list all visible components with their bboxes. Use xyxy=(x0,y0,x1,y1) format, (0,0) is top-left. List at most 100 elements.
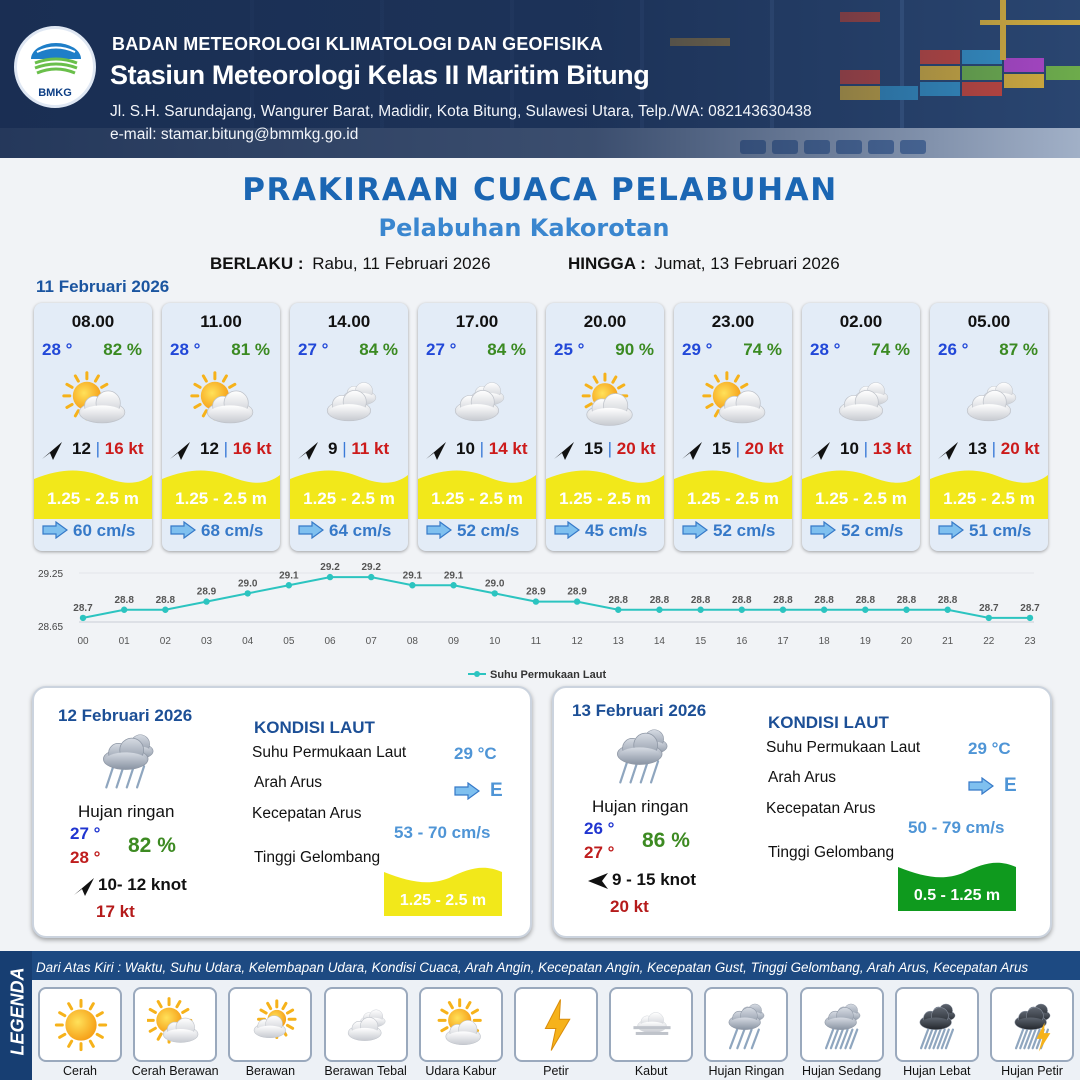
wind-gust: 20 kt xyxy=(610,897,649,916)
wind-separator: | xyxy=(337,439,352,458)
legend-item xyxy=(228,987,313,1062)
light-rain-icon xyxy=(616,729,668,784)
valid-to-label: HINGGA : xyxy=(568,254,646,273)
wave-height: 1.25 - 2.5 m xyxy=(431,489,523,508)
air-temperature: 26 ° xyxy=(938,340,969,359)
daily-forecast-panel: 12 Februari 2026 Hujan ringan 27 ° 28 ° … xyxy=(32,686,532,938)
cerah-berawan-icon xyxy=(147,997,199,1044)
cerah-berawan-weather-icon xyxy=(62,371,126,424)
current-info: 52 cm/s xyxy=(810,519,920,543)
wind-speed: 10 xyxy=(456,439,475,458)
current-direction-icon xyxy=(554,521,580,539)
x-tick-label: 21 xyxy=(942,636,954,647)
forecast-time: 23.00 xyxy=(711,312,755,331)
berawan-tebal-weather-icon xyxy=(454,382,505,422)
x-tick-label: 13 xyxy=(613,636,625,647)
weather-condition: Hujan ringan xyxy=(78,802,175,821)
wave-height-indicator xyxy=(290,470,408,519)
header-overlay xyxy=(0,0,1080,158)
header-banner: BMKG BADAN METEOROLOGI KLIMATOLOGI DAN G… xyxy=(0,0,1080,158)
air-temperature: 29 ° xyxy=(682,340,713,359)
x-tick-label: 06 xyxy=(324,636,336,647)
sst-value: 29 °C xyxy=(968,739,1011,758)
current-direction-icon xyxy=(682,521,708,539)
x-tick-label: 16 xyxy=(736,636,748,647)
berawan-tebal-weather-icon xyxy=(326,382,377,422)
data-label: 28.9 xyxy=(197,587,217,598)
data-point xyxy=(203,598,210,605)
x-tick-label: 12 xyxy=(572,636,584,647)
current-speed: 60 cm/s xyxy=(73,521,136,540)
x-tick-label: 10 xyxy=(489,636,501,647)
current-direction-icon xyxy=(938,521,964,539)
valid-from-value: Rabu, 11 Februari 2026 xyxy=(312,254,491,273)
air-temperature: 28 ° xyxy=(42,340,73,359)
forecast-time: 11.00 xyxy=(200,312,242,331)
humidity: 81 % xyxy=(231,340,270,359)
legend-label: Kabut xyxy=(634,1064,668,1078)
udara-kabur-icon xyxy=(437,998,482,1046)
logo-text: BMKG xyxy=(38,87,72,99)
wind-gust: 20 kt xyxy=(616,439,656,458)
data-point xyxy=(573,598,581,605)
data-point xyxy=(244,590,251,597)
data-point xyxy=(326,573,334,581)
current-info: 51 cm/s xyxy=(938,519,1048,543)
wind-info: 10 | 14 kt xyxy=(424,439,536,461)
legend-item xyxy=(990,987,1074,1062)
light-rain-icon xyxy=(102,734,154,789)
legend-side-tab: LEGENDA xyxy=(0,951,32,1080)
data-label: 29.0 xyxy=(485,578,505,589)
air-temperature: 27 ° xyxy=(426,340,457,359)
data-point xyxy=(615,606,622,613)
legend-label: Cerah xyxy=(62,1064,98,1078)
bmkg-logo: BMKG xyxy=(14,26,96,108)
forecast-time: 20.00 xyxy=(583,312,627,331)
y-tick-label: 29.25 xyxy=(38,569,63,580)
legend-note: Dari Atas Kiri : Waktu, Suhu Udara, Kele… xyxy=(36,960,1029,975)
hourly-card: 02.00 28 ° 74 % 10 | 13 kt 1.25 - 2.5 m xyxy=(802,303,920,551)
wind-gust: 14 kt xyxy=(488,439,528,458)
humidity: 74 % xyxy=(871,340,910,359)
current-speed: 64 cm/s xyxy=(329,521,392,540)
data-label: 28.8 xyxy=(856,595,876,606)
station-email: e-mail: stamar.bitung@bmmkg.go.id xyxy=(110,126,359,143)
wind-separator: | xyxy=(858,439,873,458)
data-point xyxy=(820,606,828,613)
legend-item xyxy=(323,987,408,1062)
data-label: 29.1 xyxy=(444,570,464,581)
wave-height-label: Tinggi Gelombang xyxy=(254,849,381,866)
valid-from: BERLAKU : Rabu, 11 Februari 2026 xyxy=(210,254,491,274)
valid-from-label: BERLAKU : xyxy=(210,254,304,273)
wind-separator: | xyxy=(602,439,617,458)
forecast-time: 08.00 xyxy=(71,312,115,331)
data-label: 28.7 xyxy=(979,603,999,614)
humidity: 84 % xyxy=(359,340,398,359)
x-tick-label: 11 xyxy=(531,636,542,647)
data-point xyxy=(79,614,87,622)
hourly-card: 14.00 27 ° 84 % 9 | 11 kt 1.25 - 2.5 m xyxy=(290,303,408,551)
bmkg-logo-icon xyxy=(31,43,81,75)
current-speed: 52 cm/s xyxy=(841,521,904,540)
sst-value: 29 °C xyxy=(454,744,497,763)
legend-item xyxy=(704,987,789,1062)
x-tick-label: 07 xyxy=(366,636,378,647)
legend-item xyxy=(133,987,218,1062)
current-speed: 45 cm/s xyxy=(585,521,648,540)
data-point xyxy=(491,590,498,597)
x-tick-label: 20 xyxy=(901,636,913,647)
data-label: 28.8 xyxy=(897,595,917,606)
wind-info: 12 | 16 kt xyxy=(40,439,152,461)
station-name: Stasiun Meteorologi Kelas II Maritim Bit… xyxy=(110,60,650,90)
current-speed: 50 - 79 cm/s xyxy=(908,818,1005,837)
data-label: 29.1 xyxy=(403,570,423,581)
day1-date: 11 Februari 2026 xyxy=(36,277,170,296)
wave-height-indicator xyxy=(34,470,152,519)
sea-condition-title: KONDISI LAUT xyxy=(254,718,375,737)
legend-item xyxy=(38,987,122,1062)
data-point xyxy=(162,606,169,613)
data-point xyxy=(1026,614,1034,622)
legend-label: Berawan xyxy=(245,1064,296,1078)
valid-to-value: Jumat, 13 Februari 2026 xyxy=(654,254,840,273)
x-tick-label: 02 xyxy=(160,636,172,647)
